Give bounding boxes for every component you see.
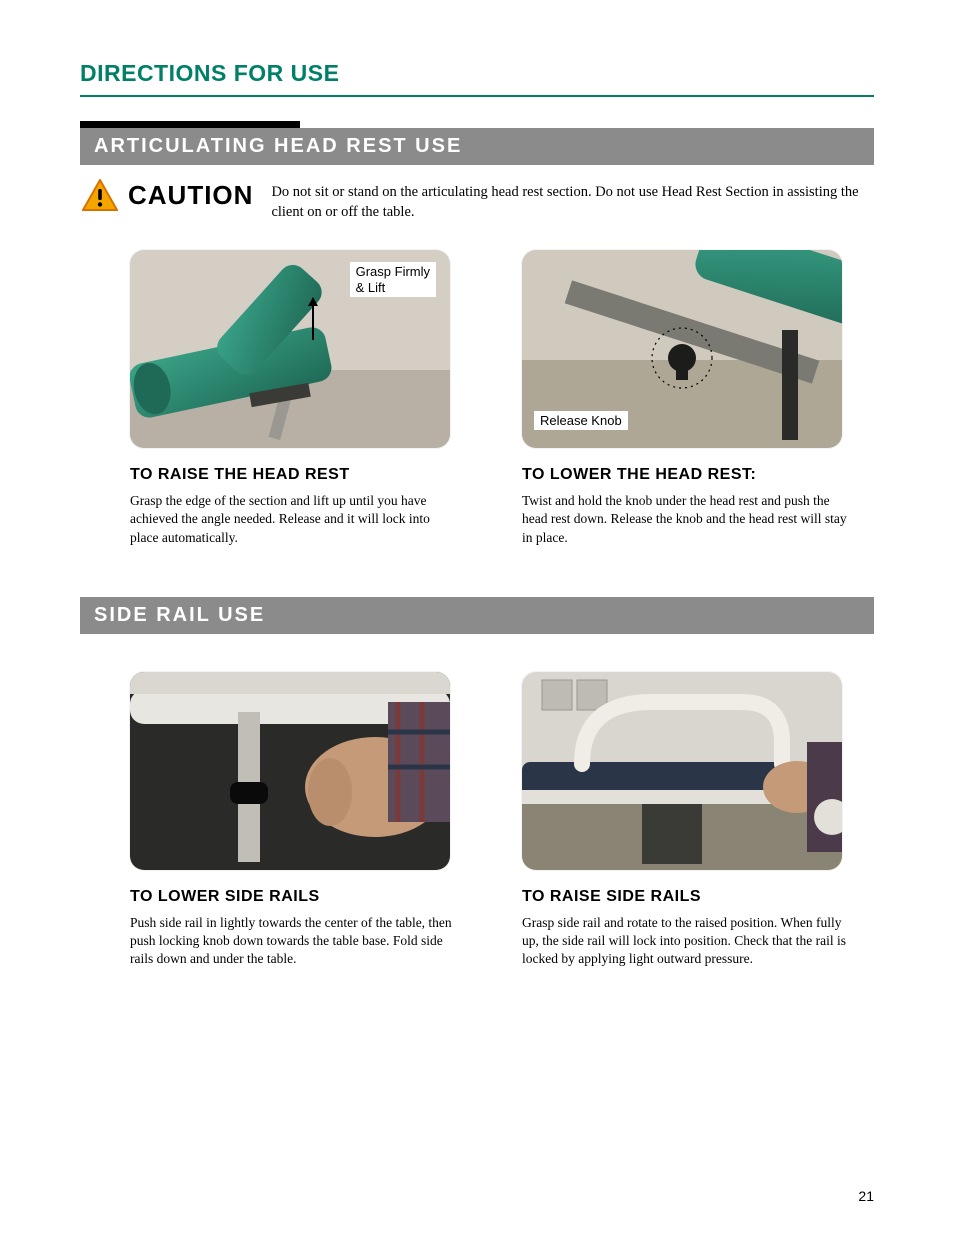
- heading-raise-rails: TO RAISE SIDE RAILS: [522, 888, 874, 906]
- warning-icon: [82, 179, 118, 211]
- heading-raise-headrest: TO RAISE THE HEAD REST: [130, 466, 482, 484]
- heading-lower-headrest: TO LOWER THE HEAD REST:: [522, 466, 874, 484]
- col-lower-headrest: Release Knob TO LOWER THE HEAD REST: Twi…: [522, 250, 874, 547]
- col-lower-rails: TO LOWER SIDE RAILS Push side rail in li…: [130, 672, 482, 969]
- overlay-grasp-lift: Grasp Firmly & Lift: [350, 262, 436, 297]
- caution-left: CAUTION: [82, 179, 253, 211]
- photo-lower-headrest: Release Knob: [522, 250, 842, 448]
- photo-raise-rails: [522, 672, 842, 870]
- body-lower-headrest: Twist and hold the knob under the head r…: [522, 492, 852, 547]
- page-title: DIRECTIONS FOR USE: [80, 60, 874, 87]
- photo-raise-headrest: Grasp Firmly & Lift: [130, 250, 450, 448]
- section-header-headrest: ARTICULATING HEAD REST USE: [80, 128, 874, 165]
- headrest-columns: Grasp Firmly & Lift TO RAISE THE HEAD RE…: [130, 250, 874, 547]
- body-raise-rails: Grasp side rail and rotate to the raised…: [522, 914, 852, 969]
- black-accent-bar: [80, 121, 300, 128]
- title-rule: [80, 95, 874, 97]
- section-header-siderail: SIDE RAIL USE: [80, 597, 874, 634]
- siderail-columns: TO LOWER SIDE RAILS Push side rail in li…: [130, 672, 874, 969]
- caution-text: Do not sit or stand on the articulating …: [271, 179, 874, 222]
- caution-row: CAUTION Do not sit or stand on the artic…: [80, 179, 874, 222]
- arrow-up-icon: [312, 298, 314, 340]
- body-lower-rails: Push side rail in lightly towards the ce…: [130, 914, 460, 969]
- page-number: 21: [80, 1188, 874, 1204]
- body-raise-headrest: Grasp the edge of the section and lift u…: [130, 492, 460, 547]
- col-raise-headrest: Grasp Firmly & Lift TO RAISE THE HEAD RE…: [130, 250, 482, 547]
- caution-label: CAUTION: [128, 180, 253, 211]
- heading-lower-rails: TO LOWER SIDE RAILS: [130, 888, 482, 906]
- col-raise-rails: TO RAISE SIDE RAILS Grasp side rail and …: [522, 672, 874, 969]
- overlay-release-knob: Release Knob: [534, 411, 628, 431]
- photo-lower-rails: [130, 672, 450, 870]
